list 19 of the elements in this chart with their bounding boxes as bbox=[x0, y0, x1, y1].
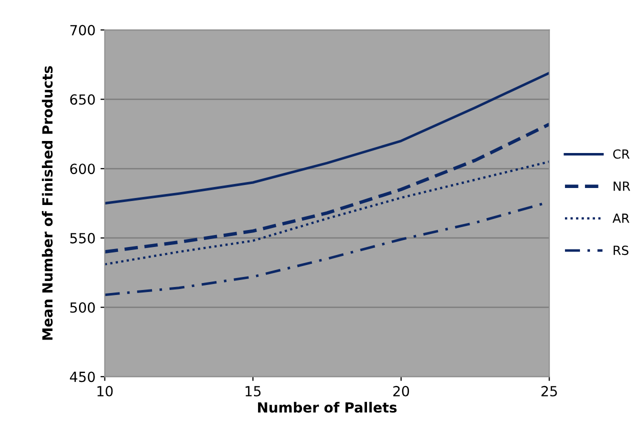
y-tick-label: 600 bbox=[70, 164, 95, 174]
line-series bbox=[104, 122, 550, 254]
legend-label: RS bbox=[614, 246, 628, 256]
x-tick-label: 15 bbox=[246, 386, 261, 396]
legend-label: NR bbox=[614, 182, 630, 191]
x-tick-label: 25 bbox=[541, 386, 557, 396]
x-tick-label: 20 bbox=[393, 386, 410, 396]
legend-label: CR bbox=[613, 149, 630, 159]
line-series bbox=[104, 72, 550, 205]
y-tick-label: 700 bbox=[70, 24, 95, 36]
y-tick-label: 550 bbox=[70, 232, 95, 244]
x-tick-label: 10 bbox=[97, 386, 113, 396]
y-tick-label: 500 bbox=[70, 302, 95, 313]
line-series bbox=[104, 160, 550, 266]
x-axis-title: Number of Pallets bbox=[258, 402, 397, 413]
y-tick-label: 650 bbox=[70, 94, 95, 105]
legend-label: AR bbox=[612, 214, 630, 223]
y-axis-title: Mean Number of Finished Products bbox=[42, 66, 53, 340]
y-tick-label: 450 bbox=[70, 372, 95, 382]
